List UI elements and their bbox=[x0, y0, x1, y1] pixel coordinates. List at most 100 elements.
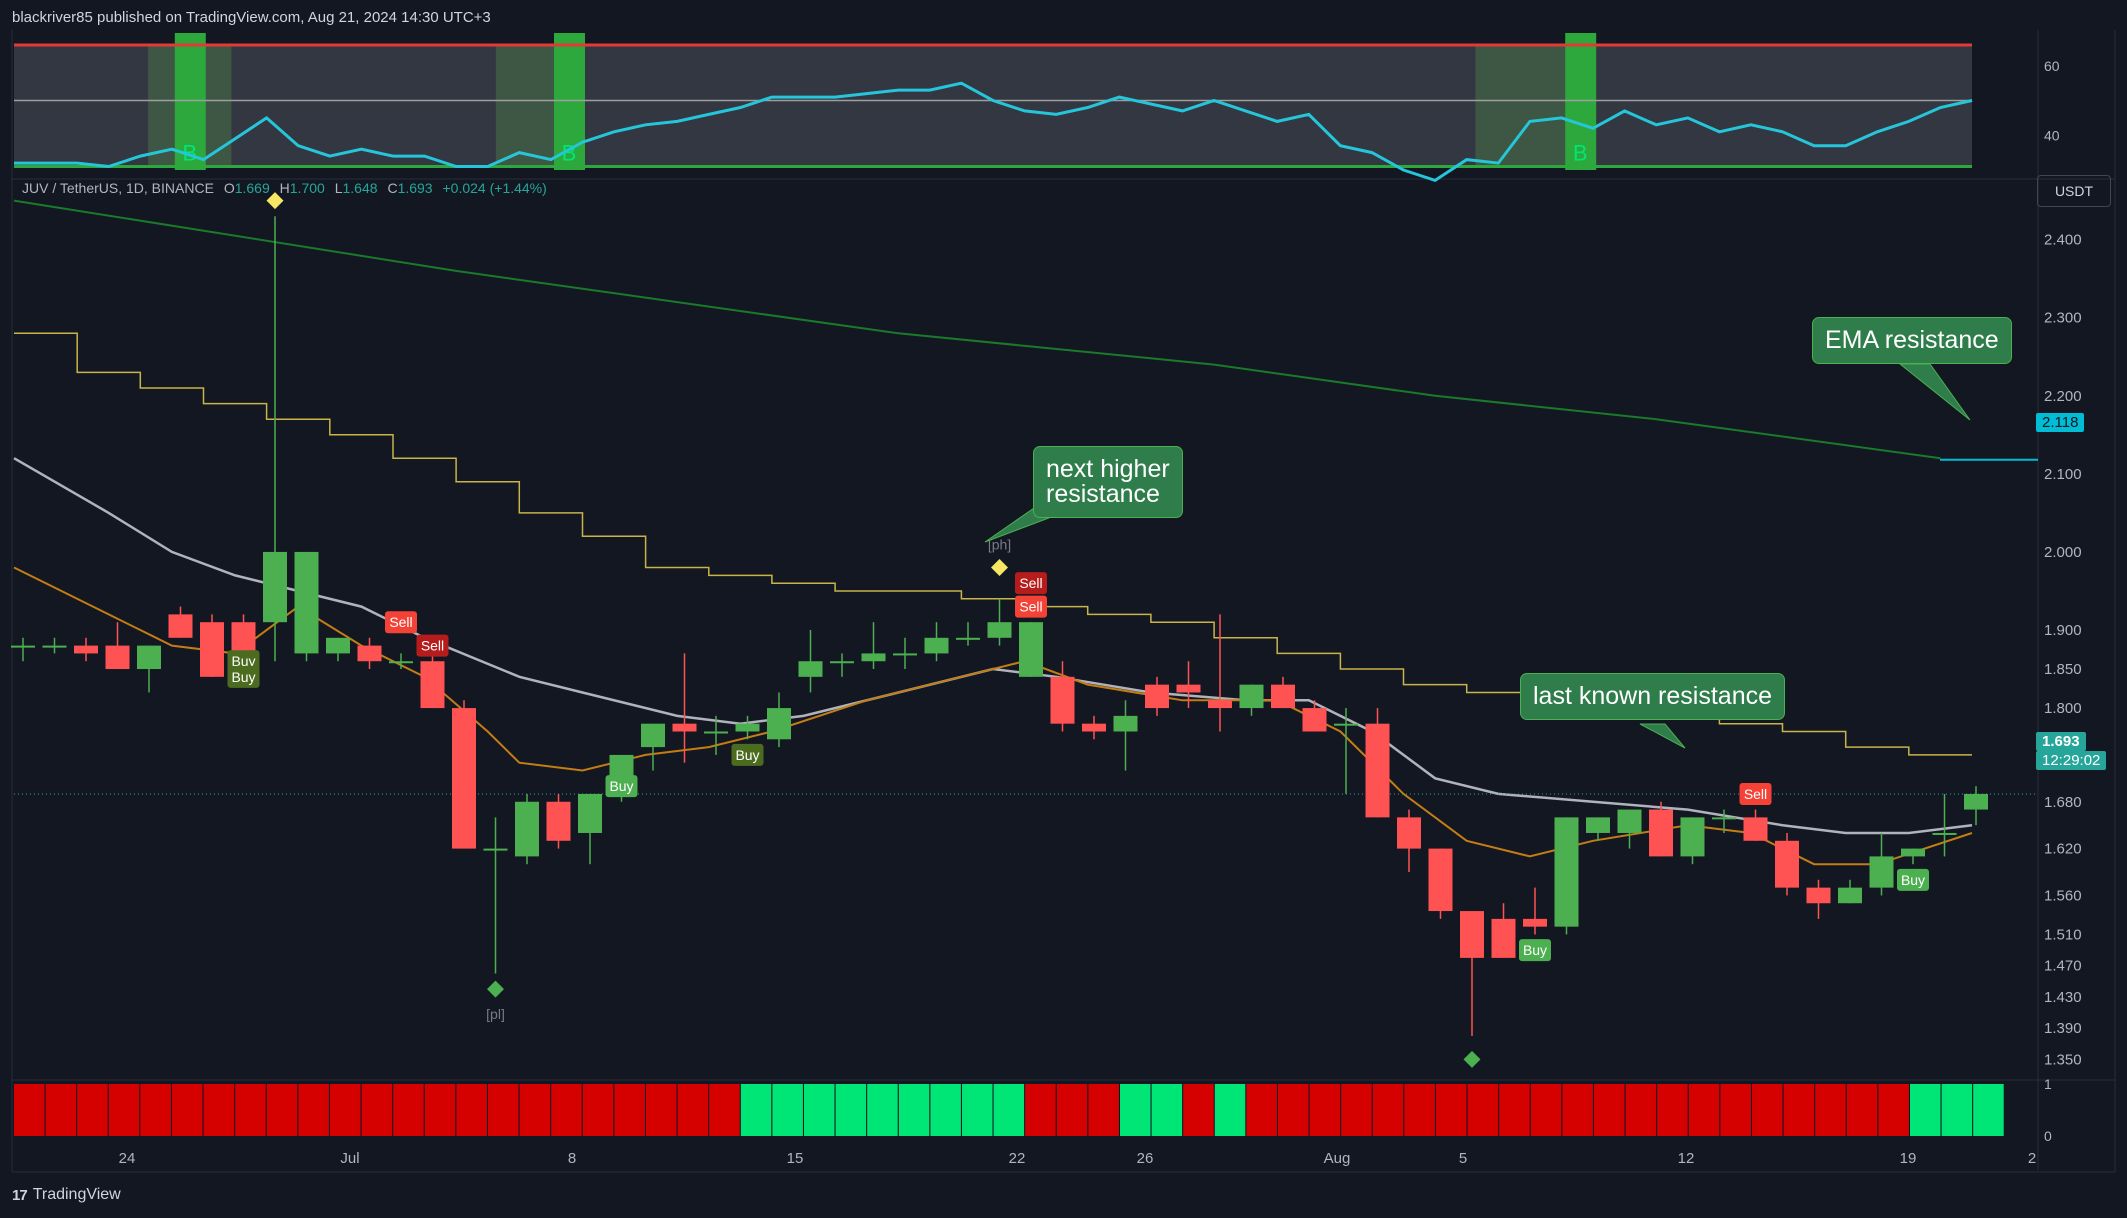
last-resistance-callout[interactable]: last known resistance bbox=[1520, 673, 1786, 720]
candle bbox=[1523, 887, 1547, 935]
pivot-diamond bbox=[266, 192, 284, 210]
signal-label: Buy bbox=[735, 747, 759, 763]
signal-badge bbox=[731, 743, 764, 766]
buy-signal: Buy bbox=[1897, 868, 1929, 891]
signal-bar bbox=[1783, 1084, 1815, 1136]
signal-label: Buy bbox=[231, 669, 255, 685]
ema-resistance-callout[interactable]: EMA resistance bbox=[1812, 317, 2012, 364]
signal-bar bbox=[1562, 1084, 1593, 1136]
candle-body bbox=[1365, 723, 1390, 818]
signal-bar bbox=[1120, 1084, 1151, 1136]
signal-label: Buy bbox=[1523, 942, 1547, 958]
candle bbox=[1334, 708, 1358, 794]
signal-bar bbox=[1752, 1084, 1783, 1136]
candle bbox=[798, 630, 823, 693]
candle-body bbox=[452, 708, 476, 849]
signal-bar bbox=[1625, 1084, 1657, 1136]
signal-label: Sell bbox=[1744, 786, 1767, 802]
signal-bar bbox=[709, 1084, 740, 1136]
signal-bar bbox=[519, 1084, 551, 1136]
oscillator-b-bar bbox=[1565, 33, 1597, 170]
signal-bar bbox=[1688, 1084, 1720, 1136]
price-tick-label: 1.900 bbox=[2044, 622, 2082, 639]
candle bbox=[168, 606, 193, 638]
ema-orange-line bbox=[13, 566, 1973, 866]
signal-bar bbox=[1657, 1084, 1688, 1136]
signal-bar bbox=[993, 1084, 1025, 1136]
price-tick-label: 1.470 bbox=[2044, 958, 2082, 975]
pivot-marker: [ph] bbox=[988, 537, 1011, 577]
candle-body bbox=[1176, 684, 1201, 693]
sell-signal: Sell bbox=[1015, 595, 1047, 618]
signal-bar bbox=[1530, 1084, 1562, 1136]
bottom-tick-label: 0 bbox=[2044, 1128, 2052, 1144]
candle bbox=[105, 622, 130, 670]
candle-body bbox=[1617, 809, 1642, 833]
oscillator-tick-label: 40 bbox=[2044, 127, 2060, 143]
candle bbox=[1239, 684, 1264, 716]
buy-signal: Buy bbox=[731, 743, 764, 766]
candle-body bbox=[1712, 817, 1736, 820]
signal-badge bbox=[1015, 572, 1047, 595]
candle bbox=[1302, 700, 1327, 732]
signal-bar bbox=[172, 1084, 203, 1136]
signal-bar bbox=[298, 1084, 329, 1136]
candle bbox=[1901, 848, 1925, 865]
signal-bar bbox=[740, 1084, 772, 1136]
candle-body bbox=[1019, 622, 1043, 677]
candle-body bbox=[74, 645, 98, 654]
signal-label: Buy bbox=[1901, 872, 1925, 888]
candle-body bbox=[861, 653, 886, 662]
next-resistance-callout[interactable]: next higher resistance bbox=[1033, 446, 1183, 518]
signal-label: Buy bbox=[231, 653, 255, 669]
sell-signal: Sell bbox=[1739, 782, 1772, 805]
candle-body bbox=[1554, 817, 1579, 927]
candle bbox=[987, 598, 1012, 646]
symbol-name[interactable]: JUV / TetherUS, 1D, BINANCE bbox=[22, 180, 214, 196]
candle-body bbox=[1869, 856, 1894, 888]
signal-bar bbox=[1910, 1084, 1941, 1136]
candle bbox=[1113, 700, 1138, 771]
time-tick-label: 22 bbox=[1009, 1150, 1026, 1167]
candle-body bbox=[105, 645, 130, 670]
signal-label: Buy bbox=[609, 778, 633, 794]
candle bbox=[1050, 661, 1075, 732]
candle-body bbox=[357, 645, 382, 662]
candle bbox=[924, 622, 949, 662]
candle-body bbox=[483, 848, 508, 851]
candle-body bbox=[137, 645, 161, 670]
signal-bar bbox=[867, 1084, 898, 1136]
candle-body bbox=[168, 614, 193, 638]
currency-button[interactable]: USDT bbox=[2037, 175, 2111, 207]
candle bbox=[1145, 676, 1169, 716]
ema-200-line bbox=[13, 199, 1941, 460]
candle-body bbox=[389, 661, 413, 664]
candle bbox=[1082, 715, 1106, 740]
candle bbox=[641, 723, 665, 771]
candle-body bbox=[11, 645, 35, 648]
signal-bar bbox=[1088, 1084, 1119, 1136]
candle bbox=[389, 653, 413, 670]
candle bbox=[546, 793, 571, 849]
oscillator-tick-label: 60 bbox=[2044, 58, 2060, 74]
pivot-label: [pl] bbox=[486, 1006, 505, 1022]
tradingview-name: TradingView bbox=[32, 1186, 121, 1203]
tradingview-brand[interactable]: 17 TradingView bbox=[12, 1186, 121, 1204]
signal-bar bbox=[898, 1084, 930, 1136]
signal-bar bbox=[1214, 1084, 1246, 1136]
signal-bar bbox=[1372, 1084, 1404, 1136]
signal-bar bbox=[1467, 1084, 1499, 1136]
candle-body bbox=[294, 551, 319, 654]
candle bbox=[1617, 809, 1642, 849]
sell-signal: Sell bbox=[385, 611, 417, 634]
time-tick-label: 15 bbox=[787, 1150, 804, 1167]
pivot-diamond bbox=[991, 559, 1008, 577]
oscillator-b-label: B bbox=[182, 141, 197, 166]
price-tick-label: 2.100 bbox=[2044, 466, 2082, 483]
price-tick-label: 2.300 bbox=[2044, 310, 2082, 327]
candle-body bbox=[893, 653, 917, 656]
candle-body bbox=[672, 723, 697, 732]
candle-body bbox=[1397, 817, 1421, 849]
time-tick-label: 2 bbox=[2028, 1150, 2036, 1167]
